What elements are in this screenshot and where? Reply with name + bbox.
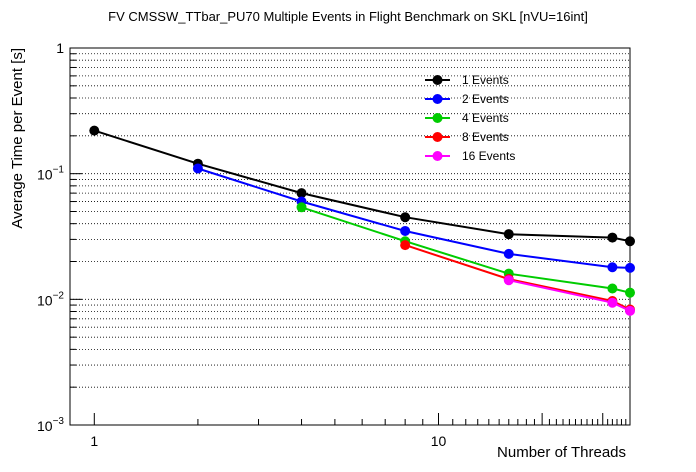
legend-label: 4 Events [462, 111, 509, 125]
y-tick-label: 10−1 [37, 165, 64, 183]
data-point [625, 305, 635, 316]
legend-label: 2 Events [462, 92, 509, 106]
data-point [503, 229, 514, 240]
data-point [607, 297, 618, 308]
data-point [296, 202, 307, 213]
data-point [625, 262, 635, 273]
legend-label: 1 Events [462, 73, 509, 87]
data-point [607, 262, 618, 273]
data-point [400, 240, 411, 251]
data-point [607, 232, 618, 243]
legend-marker [432, 113, 443, 123]
y-tick-label: 10−3 [37, 416, 64, 434]
y-axis-label: Average Time per Event [s] [9, 48, 26, 229]
y-tick-label: 1 [56, 40, 64, 56]
data-point [625, 236, 635, 247]
legend-label: 16 Events [462, 149, 515, 163]
data-point [192, 163, 203, 174]
x-tick-label: 1 [90, 433, 98, 449]
legend-label: 8 Events [462, 130, 509, 144]
legend-marker [432, 94, 443, 104]
data-point [400, 225, 411, 236]
chart-title: FV CMSSW_TTbar_PU70 Multiple Events in F… [108, 9, 588, 24]
legend-marker [432, 75, 443, 85]
data-point [296, 188, 307, 199]
series-group [89, 125, 635, 316]
legend-marker [432, 132, 443, 142]
data-point [503, 248, 514, 259]
legend-marker [432, 151, 443, 161]
data-point [89, 125, 100, 136]
data-point [400, 212, 411, 223]
series-line [404, 244, 631, 311]
data-point [503, 275, 514, 286]
x-tick-label: 10 [431, 433, 447, 449]
y-tick-label: 10−2 [37, 290, 64, 308]
axes: 1 10 1 10−1 10−2 10−3 [37, 40, 631, 449]
legend: 1 Events 2 Events 4 Events 8 Events 16 Event… [425, 73, 515, 163]
grid [70, 53, 630, 388]
x-axis-label: Number of Threads [497, 444, 626, 461]
data-point [607, 283, 618, 294]
series-16-events [503, 275, 635, 316]
data-point [625, 287, 635, 298]
